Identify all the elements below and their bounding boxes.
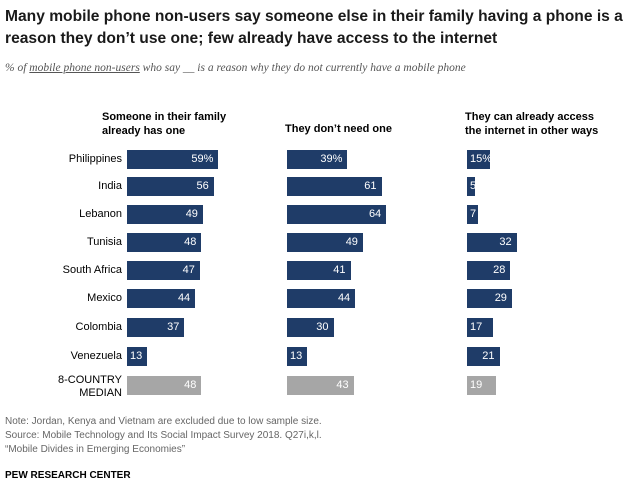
chart-subtitle: % of mobile phone non-users who say __ i… [5,62,635,74]
row-label-line: Tunisia [86,236,122,248]
row-label: India [0,180,122,193]
row-label-line: Colombia [75,321,122,333]
chart-title: Many mobile phone non-users say someone … [5,8,623,47]
bar-value-label: 41 [333,264,346,276]
bar-value-label: 7 [470,208,477,220]
bar-value-label: 21 [482,350,495,362]
bar-value-label: 32 [499,236,512,248]
bar-value-label: 39% [320,153,343,165]
series-header-line: They can already access [465,111,595,123]
row-label: Venezuela [0,350,122,363]
bar-value-label: 48 [184,379,197,391]
row-label: Colombia [0,321,122,334]
row-label-line: Lebanon [79,208,122,220]
series-header-line: already has one [102,125,186,137]
country-bar [127,233,202,252]
country-bar [287,150,348,169]
bar-value-label: 30 [316,321,329,333]
country-bar [467,261,511,280]
bar-value-label: 56 [196,180,209,192]
row-label-line: 8-COUNTRY [58,374,122,386]
bar-value-label: 43 [336,379,349,391]
bar-value-label: 49 [345,236,358,248]
bar-value-label: 13 [130,350,143,362]
row-label-line: India [98,180,122,192]
row-label: Tunisia [0,236,122,249]
brand-label: PEW RESEARCH CENTER [5,470,131,481]
country-bar [467,150,491,169]
bar-value-label: 48 [184,236,197,248]
country-bar [127,347,148,366]
country-bar [287,177,382,196]
country-bar [127,205,203,224]
series-header-line: Someone in their family [102,111,227,123]
bar-value-label: 59% [191,153,214,165]
series-header: They can already access the internet in o… [465,110,598,138]
row-label: Philippines [0,153,122,166]
report-title: “Mobile Divides in Emerging Economies” [5,444,186,455]
country-bar [127,289,196,308]
bar-value-label: 47 [182,264,195,276]
bar-value-label: 49 [185,208,198,220]
row-label: Mexico [0,292,122,305]
series-header: Someone in their family already has one [102,110,226,138]
country-bar [127,177,214,196]
median-bar [467,376,497,395]
country-bar [467,289,512,308]
series-header-line: the internet in other ways [465,125,599,137]
country-bar [467,177,475,196]
subtitle-prefix: % of [5,62,30,74]
bar-value-label: 64 [368,208,382,220]
median-bar [287,376,354,395]
country-bar [287,318,334,337]
note-text: Note: Jordan, Kenya and Vietnam are excl… [5,416,322,427]
country-bar [127,318,185,337]
country-bar [467,318,494,337]
row-label: Lebanon [0,208,122,221]
bar-value-label: 61 [364,180,377,192]
bar-value-label: 13 [290,350,303,362]
bar-value-label: 17 [470,321,483,333]
row-label-line: MEDIAN [79,387,122,399]
country-bar [127,261,200,280]
country-bar [287,233,363,252]
row-label-line: South Africa [62,264,122,276]
bar-value-label: 44 [337,292,351,304]
country-bar [287,347,308,366]
bar-value-label: 15% [470,153,493,165]
country-bar [127,150,219,169]
country-bar [467,205,478,224]
series-header-line: They don’t need one [285,123,392,135]
row-label-line: Venezuela [70,350,122,362]
bar-value-label: 37 [167,321,180,333]
bar-value-label: 5 [470,180,477,192]
subtitle-suffix: who say __ is a reason why they do not c… [139,62,466,74]
bar-value-label: 29 [494,292,507,304]
country-bar [287,205,387,224]
source-text: Source: Mobile Technology and Its Social… [5,430,322,441]
median-bar [127,376,202,395]
country-bar [467,233,517,252]
country-bar [287,289,356,308]
country-bar [467,347,500,366]
row-label-line: Philippines [68,153,122,165]
subtitle-underlined-term: mobile phone non-users [29,62,140,74]
row-label: South Africa [0,264,122,277]
bar-value-label: 19 [470,379,483,391]
row-label: 8-COUNTRY MEDIAN [0,374,122,400]
country-bar [287,261,351,280]
series-header: They don’t need one [285,122,392,136]
bar-value-label: 28 [493,264,506,276]
footnotes: Note: Jordan, Kenya and Vietnam are excl… [5,415,322,457]
row-label-line: Mexico [87,292,122,304]
bar-value-label: 44 [177,292,191,304]
